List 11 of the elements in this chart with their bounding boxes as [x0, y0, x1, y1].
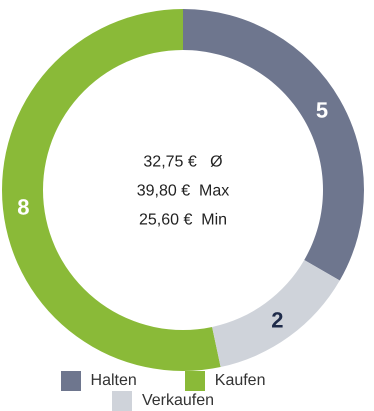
legend-label: Kaufen — [214, 372, 266, 390]
data-label: 2 — [271, 307, 284, 332]
donut-slice — [212, 260, 340, 368]
text: 25,60 € Min — [138, 212, 228, 228]
legend-label: Halten — [90, 372, 137, 390]
data-label: 5 — [316, 97, 328, 122]
donut-slice — [183, 9, 364, 280]
text: 32,75 € Ø — [143, 154, 223, 170]
text: 39,80 € Max — [136, 182, 230, 200]
legend-label: Verkaufen — [142, 392, 214, 410]
data-label: 8 — [17, 194, 30, 220]
